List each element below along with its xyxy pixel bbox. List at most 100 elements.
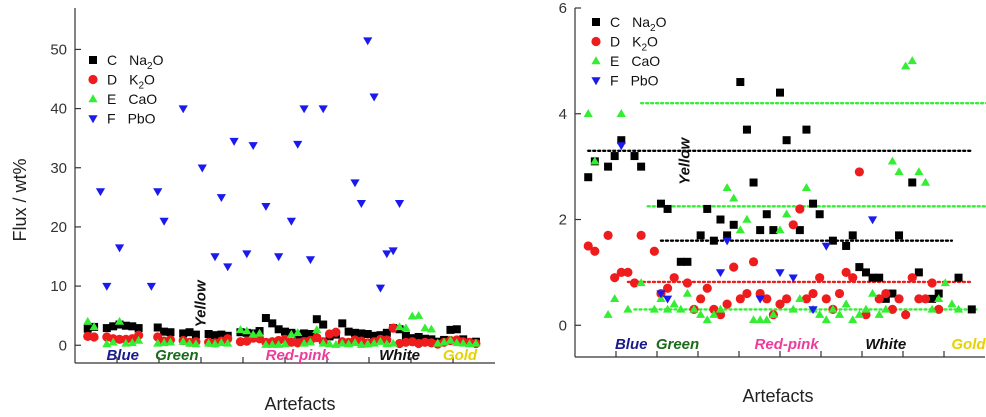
left-y-tick-label: 20 [50, 219, 67, 236]
right-data-point [735, 294, 745, 304]
right-data-point [755, 295, 765, 304]
left-data-point [446, 325, 455, 334]
left-data-point [114, 334, 125, 344]
right-data-point [722, 299, 732, 309]
right-data-point [854, 309, 864, 318]
right-data-point [782, 294, 792, 304]
right-data-point [894, 294, 904, 304]
left-data-point [407, 311, 417, 320]
right-group-label: Yellow [676, 137, 693, 185]
left-data-point [350, 179, 360, 188]
right-data-point [709, 236, 718, 245]
right-data-point [729, 220, 738, 229]
right-data-point [729, 193, 739, 202]
right-data-point [762, 210, 771, 219]
right-data-point [590, 246, 600, 256]
right-x-ticks [615, 351, 945, 357]
right-data-point [834, 288, 845, 299]
left-data-point [223, 334, 233, 344]
left-data-point [165, 337, 176, 346]
right-data-point [888, 289, 897, 298]
left-data-point [337, 338, 347, 347]
right-data-point [629, 278, 640, 288]
right-legend-marker [591, 56, 601, 65]
right-data-point [875, 273, 884, 282]
left-y-tick-label: 10 [50, 278, 67, 295]
right-data-point [762, 294, 772, 304]
right-data-point [821, 294, 831, 304]
left-y-tick-label: 30 [50, 160, 67, 177]
left-data-point [160, 327, 169, 336]
right-data-point [696, 231, 705, 240]
right-data-point [967, 305, 976, 314]
right-data-point [802, 125, 811, 134]
right-data-point [861, 304, 871, 313]
left-data-point [261, 314, 270, 323]
left-data-point [153, 323, 162, 332]
right-data-point [742, 125, 751, 134]
right-series-triangle-down [616, 142, 878, 315]
right-data-point [920, 294, 931, 304]
right-data-point [604, 162, 613, 171]
right-data-point [715, 269, 726, 278]
left-data-point [267, 339, 277, 348]
left-series-triangle-up [83, 310, 481, 348]
left-data-point [356, 339, 366, 348]
right-data-point [775, 299, 785, 309]
left-data-point [216, 338, 226, 347]
left-data-point [204, 330, 213, 339]
right-data-point [590, 156, 600, 165]
right-data-point [603, 309, 613, 318]
right-data-point [722, 183, 732, 191]
right-legend-label: F PbO [610, 73, 659, 89]
right-data-point [656, 199, 665, 208]
right-data-point [927, 304, 937, 313]
left-group-labels: Blue Green Yellow Red-pink White Gold [106, 279, 477, 364]
right-data-point [610, 273, 620, 283]
left-data-point [216, 194, 226, 203]
left-y-tick-label: 0 [59, 337, 67, 354]
right-data-point [709, 309, 719, 318]
left-data-point [324, 339, 335, 348]
left-data-point [471, 338, 481, 347]
right-data-point [662, 304, 673, 313]
right-data-point [663, 204, 672, 213]
right-data-point [584, 173, 593, 182]
left-group-label: Blue [106, 347, 139, 364]
right-data-point [623, 304, 633, 313]
left-legend-marker [88, 115, 98, 124]
right-data-point [788, 220, 798, 230]
right-data-point [927, 278, 937, 288]
left-data-point [401, 331, 410, 340]
right-data-point [702, 283, 712, 293]
right-data-point [722, 237, 732, 246]
right-data-point [782, 209, 792, 218]
left-data-point [191, 339, 201, 348]
right-plot-area [583, 56, 986, 324]
right-data-point [907, 273, 917, 283]
right-data-point [854, 167, 864, 177]
right-data-point [583, 241, 593, 251]
right-data-point [808, 288, 818, 299]
right-data-point [828, 236, 837, 245]
right-data-point [649, 304, 659, 313]
left-group-label: Yellow [192, 279, 209, 327]
right-data-point [848, 273, 858, 283]
right-legend-marker [591, 77, 601, 86]
left-data-point [166, 328, 175, 337]
left-data-point [210, 253, 220, 262]
left-data-point [293, 328, 303, 337]
right-data-point [782, 136, 791, 145]
left-data-point [95, 188, 106, 197]
left-data-point [305, 256, 316, 265]
right-data-point [947, 299, 957, 308]
left-data-point [128, 322, 137, 331]
right-data-point [676, 304, 686, 313]
left-data-point [121, 321, 130, 330]
right-data-point [788, 304, 798, 313]
left-data-point [420, 323, 430, 332]
right-legend-marker [591, 36, 601, 47]
left-data-point [356, 200, 366, 208]
left-data-point [83, 316, 93, 325]
right-data-point [795, 204, 805, 214]
